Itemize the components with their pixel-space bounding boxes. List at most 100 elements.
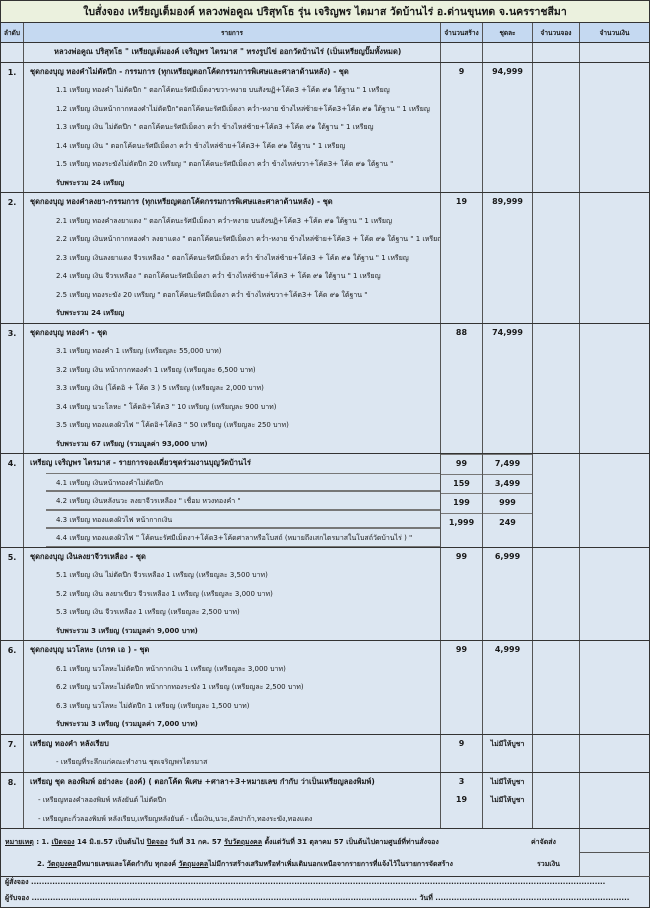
section-number: 3. (1, 323, 24, 453)
section-items: เหรียญ ทองคำ หลังเรียบ - เหรียญที่ระลึกแก… (24, 734, 441, 772)
item-price: ไม่มีให้บูชา (490, 777, 525, 786)
section-4: 4. เหรียญ เจริญพร ไตรมาส - รายการจองเดี่ย… (1, 454, 649, 548)
section-number: 2. (1, 193, 24, 323)
shipping-field[interactable] (579, 829, 650, 853)
spacer (441, 585, 482, 604)
section-line: 2.2 เหรียญ เงินหน้ากากทองคำ ลงยาแดง " ตอ… (56, 235, 440, 243)
section-price: ไม่มีให้บูชา ไม่มีให้บูชา (483, 772, 533, 828)
amount-cell[interactable] (580, 324, 649, 454)
section-line: 6.2 เหรียญ นวโลหะไม่ตัดปีก หน้ากากทองระฆ… (56, 683, 304, 691)
item-quantity: 19 (455, 795, 468, 804)
spacer (483, 379, 532, 398)
price-value: 4,999 (494, 645, 521, 654)
section-items: ชุดกองบุญ เงินลงยาจีวรเหลือง - ชุด 5.1 เห… (24, 547, 441, 640)
quantity-value: 99 (455, 551, 468, 561)
section-price: 74,999 (483, 323, 533, 453)
spacer (483, 678, 532, 697)
reserve-qty-cell[interactable] (533, 454, 580, 547)
section-number: 8. (1, 772, 24, 828)
price-value: 6,999 (494, 551, 521, 561)
section-price: ไม่มีให้บูชา (483, 734, 533, 772)
header-items: รายการ (24, 23, 441, 42)
spacer (441, 81, 482, 100)
spacer (483, 249, 532, 268)
section-quantity: 99 (441, 641, 483, 734)
section-price: 6,999 (483, 547, 533, 640)
quantity-value: 88 (455, 327, 468, 337)
section-items: เหรียญ เจริญพร ไตรมาส - รายการจองเดี่ยวช… (24, 454, 441, 547)
amount-cell[interactable] (580, 193, 649, 323)
spacer (441, 566, 482, 585)
section-line: 3.3 เหรียญ เงิน (โค้ดอิ + โค้ด 3 ) 5 เหร… (56, 384, 264, 392)
reserve-qty-cell[interactable] (533, 323, 580, 453)
section-number: 1. (1, 62, 24, 192)
spacer (483, 267, 532, 286)
amount-cell[interactable] (580, 454, 649, 547)
price-value: 94,999 (492, 66, 523, 76)
reserve-qty-cell[interactable] (533, 193, 580, 323)
section-price: 7,499 3,499 999 249 (483, 454, 533, 547)
receiver-line[interactable]: ผู้รับจอง ..............................… (5, 894, 630, 902)
spacer (441, 212, 482, 231)
item-quantity: 99 (441, 454, 482, 474)
total-field[interactable] (579, 853, 650, 877)
spacer (483, 566, 532, 585)
orderer-line[interactable]: ผู้สั่งจอง .............................… (5, 878, 606, 886)
spacer (441, 697, 482, 716)
reserve-qty-cell[interactable] (533, 641, 580, 734)
reserve-qty-cell[interactable] (533, 772, 580, 828)
section-line: 2.4 เหรียญ เงิน จีวรเหลือง " ตอกโค้ดนะรั… (56, 272, 381, 280)
section-line: 6.3 เหรียญ นวโลหะ ไม่ตัดปีก 1 เหรียญ (เห… (56, 701, 250, 710)
reserve-qty-cell[interactable] (533, 734, 580, 772)
spacer (483, 137, 532, 156)
item-line: - เหรียญตะกั่วลองพิมพ์ หลังเรียบ,เหรียญห… (38, 814, 313, 823)
section-quantity: 19 (441, 193, 483, 323)
section-7: 7. เหรียญ ทองคำ หลังเรียบ - เหรียญที่ระลึก… (1, 734, 649, 773)
section-title: ชุดกองบุญ ทองคำ - ชุด (30, 327, 108, 337)
spacer (483, 155, 532, 174)
section-1: 1. ชุดกองบุญ ทองคำไม่ตัดปีก - กรรมการ (ทุ… (1, 62, 649, 193)
spacer (441, 416, 482, 435)
item-line: - เหรียญทองคำลองพิมพ์ หลังยันต์ ไม่ตัดปี… (38, 796, 167, 804)
section-total: รับพระรวม 3 เหรียญ (รวมมูลค่า 9,000 บาท) (56, 626, 198, 635)
shipping-label: ค่าจัดส่ง (531, 838, 556, 846)
reserve-qty-cell[interactable] (533, 62, 580, 192)
spacer (483, 697, 532, 716)
price-value: 74,999 (492, 327, 523, 337)
amount-cell[interactable] (580, 735, 649, 772)
section-total: รับพระรวม 24 เหรียญ (56, 178, 125, 187)
section-line: 5.1 เหรียญ เงิน ไม่ตัดปีก จีวรเหลือง 1 เ… (56, 571, 268, 579)
item-quantity: 3 (458, 776, 465, 786)
amount-cell[interactable] (580, 548, 649, 641)
spacer (441, 753, 482, 772)
spacer (483, 416, 532, 435)
item-quantity: 1,999 (441, 512, 482, 533)
item-price: 7,499 (483, 454, 532, 474)
section-line: 1.5 เหรียญ ทองระฆังไม่ตัดปีก 20 เหรียญ "… (56, 160, 394, 168)
section-price: 4,999 (483, 641, 533, 734)
spacer (483, 361, 532, 380)
price-value: ไม่มีให้บูชา (490, 739, 525, 748)
section-line: 6.1 เหรียญ นวโลหะไม่ตัดปีก หน้ากากเงิน 1… (56, 664, 286, 673)
section-title: เหรียญ เจริญพร ไตรมาส - รายการจองเดี่ยวช… (30, 458, 251, 467)
spacer (483, 660, 532, 679)
spacer (441, 249, 482, 268)
amount-cell[interactable] (580, 773, 649, 829)
header-index: ลำดับ (1, 23, 24, 42)
section-quantity: 99 (441, 547, 483, 640)
item-line: 4.1 เหรียญ เงินหน้าทองคำไม่ตัดปีก (46, 472, 440, 491)
reserve-qty-cell[interactable] (533, 547, 580, 640)
section-title: เหรียญ ชุด ลองพิมพ์ อย่างละ (องค์) ( ตอก… (30, 776, 375, 786)
note-2: 2. วัตถุมงคลมีหมายเลขและโค้ดกำกับ ทุกองค… (37, 860, 453, 868)
spacer (441, 379, 482, 398)
total-label: รวมเงิน (537, 860, 560, 868)
section-number: 5. (1, 547, 24, 640)
section-line: 1.3 เหรียญ เงิน ไม่ตัดปีก " ตอกโค้ดนะรัศ… (56, 123, 374, 131)
spacer (441, 660, 482, 679)
section-price: 89,999 (483, 193, 533, 323)
amount-cell[interactable] (580, 641, 649, 734)
amount-cell[interactable] (580, 63, 649, 193)
section-items: ชุดกองบุญ ทองคำ - ชุด 3.1 เหรียญ ทองคำ 1 … (24, 323, 441, 453)
section-number: 7. (1, 734, 24, 772)
